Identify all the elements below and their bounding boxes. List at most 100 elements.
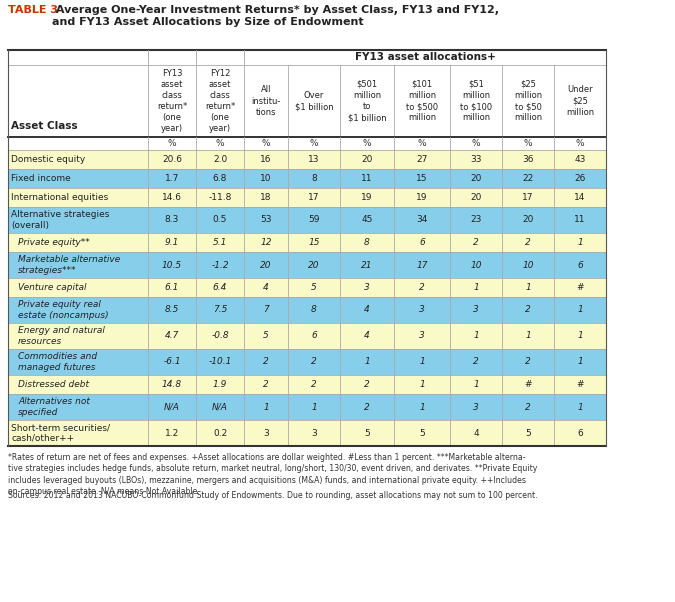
Text: 2: 2 xyxy=(311,358,317,367)
Text: *Rates of return are net of fees and expenses. +Asset allocations are dollar wei: *Rates of return are net of fees and exp… xyxy=(8,453,537,497)
Text: 34: 34 xyxy=(416,216,428,225)
Text: 1: 1 xyxy=(577,332,583,341)
Text: 23: 23 xyxy=(470,216,482,225)
Text: Alternatives not
specified: Alternatives not specified xyxy=(18,397,90,417)
Text: 2.0: 2.0 xyxy=(213,155,227,164)
Text: 1: 1 xyxy=(577,238,583,247)
Text: 4: 4 xyxy=(364,305,370,314)
Text: 2: 2 xyxy=(364,403,370,412)
Text: 1: 1 xyxy=(473,380,479,389)
Text: %: % xyxy=(362,139,371,148)
Text: %: % xyxy=(576,139,585,148)
Bar xyxy=(8,169,606,188)
Text: 2: 2 xyxy=(473,238,479,247)
Text: 20: 20 xyxy=(470,193,482,202)
Text: 1.7: 1.7 xyxy=(165,174,179,183)
Text: 2: 2 xyxy=(525,358,531,367)
Text: 4: 4 xyxy=(263,283,269,292)
Text: 1: 1 xyxy=(525,283,531,292)
Text: %: % xyxy=(310,139,319,148)
Text: #: # xyxy=(576,283,584,292)
Text: 9.1: 9.1 xyxy=(165,238,179,247)
Text: 10.5: 10.5 xyxy=(162,261,182,270)
Text: 45: 45 xyxy=(361,216,373,225)
Text: 20: 20 xyxy=(308,261,320,270)
Text: Alternative strategies
(overall): Alternative strategies (overall) xyxy=(11,210,109,230)
Text: -1.2: -1.2 xyxy=(211,261,229,270)
Bar xyxy=(8,375,606,394)
Text: All
institu-
tions: All institu- tions xyxy=(251,85,281,117)
Text: 6: 6 xyxy=(577,429,583,438)
Text: 0.5: 0.5 xyxy=(213,216,227,225)
Text: 10: 10 xyxy=(261,174,272,183)
Text: 3: 3 xyxy=(364,283,370,292)
Text: 20: 20 xyxy=(522,216,534,225)
Text: 14: 14 xyxy=(574,193,586,202)
Text: 1: 1 xyxy=(419,380,425,389)
Text: 0.2: 0.2 xyxy=(213,429,227,438)
Text: #: # xyxy=(576,380,584,389)
Text: 8: 8 xyxy=(364,238,370,247)
Text: 1: 1 xyxy=(263,403,269,412)
Text: 43: 43 xyxy=(574,155,586,164)
Text: 8.3: 8.3 xyxy=(165,216,179,225)
Text: 36: 36 xyxy=(522,155,534,164)
Text: -11.8: -11.8 xyxy=(209,193,232,202)
Text: 14.6: 14.6 xyxy=(162,193,182,202)
Text: 12: 12 xyxy=(261,238,272,247)
Bar xyxy=(8,233,606,252)
Text: 3: 3 xyxy=(263,429,269,438)
Text: 1: 1 xyxy=(473,283,479,292)
Text: 2: 2 xyxy=(263,358,269,367)
Text: 3: 3 xyxy=(473,403,479,412)
Text: 18: 18 xyxy=(261,193,272,202)
Text: 5: 5 xyxy=(364,429,370,438)
Bar xyxy=(8,349,606,375)
Text: 6: 6 xyxy=(419,238,425,247)
Text: %: % xyxy=(216,139,224,148)
Text: 3: 3 xyxy=(311,429,317,438)
Text: 1.2: 1.2 xyxy=(165,429,179,438)
Text: -10.1: -10.1 xyxy=(209,358,232,367)
Text: Average One-Year Investment Returns* by Asset Class, FY13 and FY12,
and FY13 Ass: Average One-Year Investment Returns* by … xyxy=(52,5,499,26)
Text: Commodities and
managed futures: Commodities and managed futures xyxy=(18,352,97,371)
Text: 2: 2 xyxy=(473,358,479,367)
Text: 5.1: 5.1 xyxy=(213,238,227,247)
Text: 15: 15 xyxy=(416,174,428,183)
Text: International equities: International equities xyxy=(11,193,108,202)
Text: 10: 10 xyxy=(470,261,482,270)
Text: Private equity**: Private equity** xyxy=(18,238,90,247)
Text: 21: 21 xyxy=(361,261,373,270)
Text: Sources: 2012 and 2013 NACUBO-Commonfund Study of Endowments. Due to rounding, a: Sources: 2012 and 2013 NACUBO-Commonfund… xyxy=(8,491,537,500)
Text: 6.4: 6.4 xyxy=(213,283,227,292)
Text: 1: 1 xyxy=(419,403,425,412)
Text: 1.9: 1.9 xyxy=(213,380,227,389)
Text: 16: 16 xyxy=(261,155,272,164)
Text: $501
million
to
$1 billion: $501 million to $1 billion xyxy=(348,80,386,122)
Text: Under
$25
million: Under $25 million xyxy=(566,85,594,117)
Text: 6: 6 xyxy=(577,261,583,270)
Text: 5: 5 xyxy=(525,429,531,438)
Text: 8: 8 xyxy=(311,174,317,183)
Text: Domestic equity: Domestic equity xyxy=(11,155,85,164)
Text: Fixed income: Fixed income xyxy=(11,174,71,183)
Text: 6: 6 xyxy=(311,332,317,341)
Bar xyxy=(8,394,606,420)
Bar xyxy=(8,207,606,233)
Text: N/A: N/A xyxy=(212,403,228,412)
Text: 1: 1 xyxy=(311,403,317,412)
Text: 11: 11 xyxy=(574,216,586,225)
Bar xyxy=(8,420,606,446)
Text: 20: 20 xyxy=(470,174,482,183)
Text: 33: 33 xyxy=(470,155,482,164)
Text: %: % xyxy=(167,139,176,148)
Bar xyxy=(8,150,606,169)
Text: 7: 7 xyxy=(263,305,269,314)
Text: %: % xyxy=(524,139,533,148)
Text: Private equity real
estate (noncampus): Private equity real estate (noncampus) xyxy=(18,300,109,320)
Text: 1: 1 xyxy=(473,332,479,341)
Text: 2: 2 xyxy=(364,380,370,389)
Bar xyxy=(8,297,606,323)
Bar xyxy=(8,252,606,278)
Text: 17: 17 xyxy=(522,193,534,202)
